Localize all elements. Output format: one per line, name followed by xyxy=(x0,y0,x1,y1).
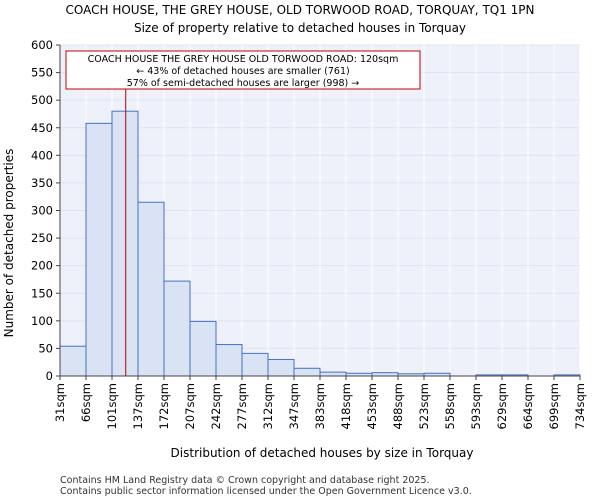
y-tick-labels: 0 50 100 150 200 250 300 350 400 450 500 550 600 xyxy=(31,38,53,383)
histogram-bar xyxy=(215,344,243,377)
y-axis-label: Number of detached properties xyxy=(2,149,16,338)
y-tick-label: 100 xyxy=(31,314,53,328)
x-tick-label: 31sqm xyxy=(53,383,67,422)
x-tick-label: 488sqm xyxy=(391,383,405,429)
annotation-line-3: 57% of semi-detached houses are larger (… xyxy=(127,78,360,89)
histogram-bar xyxy=(111,110,139,377)
y-tick-label: 50 xyxy=(38,341,53,355)
x-tick-label: 172sqm xyxy=(157,383,171,429)
x-tick-label: 523sqm xyxy=(417,383,431,429)
y-tick-label: 550 xyxy=(31,66,53,80)
x-tick-label: 312sqm xyxy=(261,383,275,429)
annotation-line-1: COACH HOUSE THE GREY HOUSE OLD TORWOOD R… xyxy=(88,54,399,65)
footer-line-2: Contains public sector information licen… xyxy=(60,486,472,497)
y-tick-label: 600 xyxy=(31,38,53,52)
y-tick-label: 200 xyxy=(31,259,53,273)
y-tick-label: 350 xyxy=(31,176,53,190)
y-tick-label: 150 xyxy=(31,286,53,300)
histogram-bar xyxy=(59,345,87,377)
x-tick-label: 558sqm xyxy=(443,383,457,429)
histogram-bar xyxy=(85,122,113,377)
y-tick-label: 500 xyxy=(31,93,53,107)
x-tick-label: 699sqm xyxy=(547,383,561,429)
x-tick-label: 66sqm xyxy=(79,383,93,422)
x-tick-label: 593sqm xyxy=(469,383,483,429)
y-tick-label: 300 xyxy=(31,204,53,218)
annotation-box: COACH HOUSE THE GREY HOUSE OLD TORWOOD R… xyxy=(65,50,421,90)
x-axis-label: Distribution of detached houses by size … xyxy=(171,446,474,460)
histogram-bar xyxy=(319,371,347,377)
x-tick-labels: 31sqm 66sqm 101sqm 137sqm 172sqm 207sqm 242sqm… xyxy=(53,383,587,429)
histogram-bar xyxy=(163,280,191,377)
x-tick-label: 629sqm xyxy=(495,383,509,429)
x-tick-label: 101sqm xyxy=(105,383,119,429)
axes xyxy=(56,44,581,380)
x-tick-label: 453sqm xyxy=(365,383,379,429)
footer-line-1: Contains HM Land Registry data © Crown c… xyxy=(60,475,430,486)
histogram-bar xyxy=(137,201,165,377)
y-tick-label: 250 xyxy=(31,231,53,245)
x-tick-label: 664sqm xyxy=(521,383,535,429)
annotation-border xyxy=(65,50,421,90)
chart-title: COACH HOUSE, THE GREY HOUSE, OLD TORWOOD… xyxy=(65,3,534,17)
y-tick-label: 0 xyxy=(46,369,53,383)
chart-subtitle: Size of property relative to detached ho… xyxy=(134,21,466,35)
y-tick-label: 450 xyxy=(31,121,53,135)
histogram-bar xyxy=(189,320,217,377)
x-tick-label: 207sqm xyxy=(183,383,197,429)
x-tick-label: 242sqm xyxy=(209,383,223,429)
histogram-bar xyxy=(267,358,295,377)
y-tick-label: 400 xyxy=(31,148,53,162)
x-tick-label: 383sqm xyxy=(313,383,327,429)
x-tick-label: 137sqm xyxy=(131,383,145,429)
x-tick-label: 418sqm xyxy=(339,383,353,429)
annotation-line-2: ← 43% of detached houses are smaller (76… xyxy=(136,66,349,77)
histogram-bar xyxy=(241,352,269,377)
x-tick-label: 277sqm xyxy=(235,383,249,429)
bars xyxy=(59,110,581,377)
x-tick-label: 734sqm xyxy=(573,383,587,429)
histogram-bar xyxy=(293,367,321,377)
x-tick-label: 347sqm xyxy=(287,383,301,429)
